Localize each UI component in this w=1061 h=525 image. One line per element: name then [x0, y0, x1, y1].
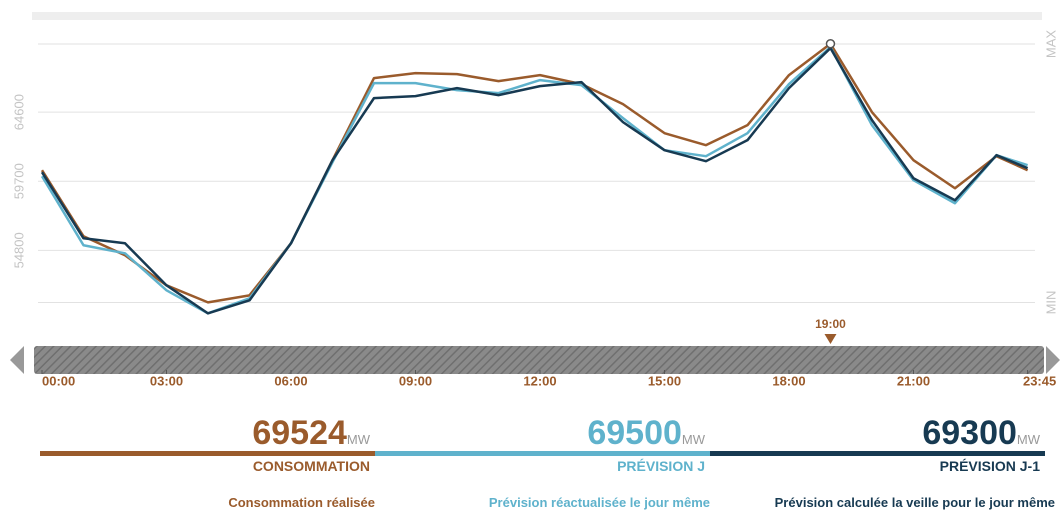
- series-label: PRÉVISION J: [617, 458, 705, 474]
- legend-entry: Prévision calculée la veille pour le jou…: [774, 495, 1055, 510]
- x-tick-label: 00:00: [42, 373, 75, 388]
- slider-right-arrow[interactable]: [1046, 346, 1060, 374]
- y-tick-label: MIN: [1043, 291, 1058, 315]
- current-value: 69500MW: [375, 414, 705, 453]
- y-tick-label: 54800: [11, 232, 26, 268]
- x-tick-label: 15:00: [648, 373, 681, 388]
- cursor-marker: [824, 334, 837, 344]
- cursor-label: 19:00: [815, 317, 846, 331]
- current-value: 69524MW: [40, 414, 370, 453]
- series-bar: [40, 451, 375, 456]
- x-tick-label: 03:00: [150, 373, 183, 388]
- y-tick-label: 64600: [11, 94, 26, 130]
- x-tick-label: 18:00: [772, 373, 805, 388]
- y-tick-label: 59700: [11, 163, 26, 199]
- time-slider[interactable]: [34, 346, 1044, 374]
- series-bar: [710, 451, 1045, 456]
- unit: MW: [346, 432, 370, 447]
- series-line: [40, 46, 1029, 315]
- y-tick-label: MAX: [1043, 30, 1058, 59]
- x-tick-label: 06:00: [274, 373, 307, 388]
- current-value: 69300MW: [710, 414, 1040, 453]
- value: 69500: [587, 414, 682, 452]
- value: 69524: [252, 414, 347, 452]
- legend-entry: Prévision réactualisée le jour même: [488, 495, 710, 510]
- x-tick-label: 12:00: [523, 373, 556, 388]
- x-tick-label: 23:45: [1023, 373, 1056, 388]
- series-label: PRÉVISION J-1: [939, 458, 1040, 474]
- top-band: [32, 12, 1042, 20]
- series-bar: [375, 451, 710, 456]
- series-line: [40, 42, 1029, 304]
- x-tick-label: 21:00: [897, 373, 930, 388]
- x-tick-label: 09:00: [399, 373, 432, 388]
- chart: MIN 54800 59700 64600 MAX 00:00 03:00 06:00 09:0…: [10, 12, 1060, 388]
- unit: MW: [681, 432, 705, 447]
- slider-left-arrow[interactable]: [10, 346, 24, 374]
- unit: MW: [1016, 432, 1040, 447]
- value: 69300: [922, 414, 1017, 452]
- cursor-point: [825, 39, 836, 49]
- series-label: CONSOMMATION: [252, 458, 370, 474]
- legend-entry: Consommation réalisée: [228, 495, 375, 510]
